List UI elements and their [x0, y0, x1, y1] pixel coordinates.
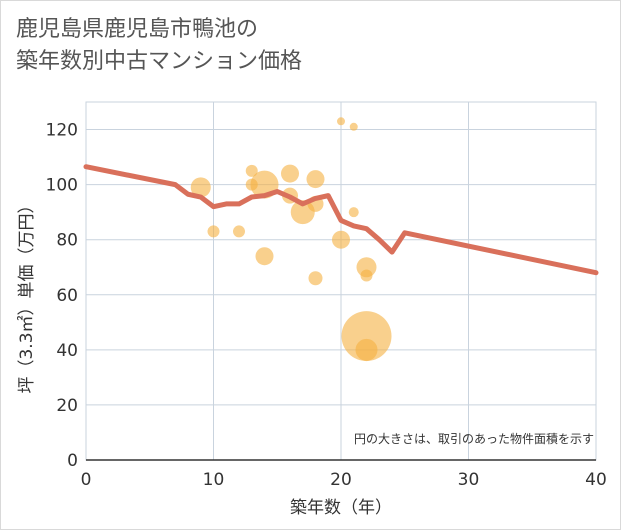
axes: 0 20 40 60 80 100 120 0 10 20 30 40: [46, 121, 607, 490]
bubble-point: [341, 311, 392, 362]
y-tick-label: 20: [56, 396, 78, 416]
x-tick-label: 20: [330, 470, 352, 490]
bubble-point: [349, 122, 358, 131]
y-tick-label: 0: [67, 451, 78, 471]
bubble-point: [207, 225, 220, 238]
bubble-point: [348, 207, 359, 218]
bubble-point: [306, 170, 325, 189]
chart-title: 鹿児島県鹿児島市鴨池の 築年数別中古マンション価格: [16, 17, 303, 74]
x-tick-label: 30: [458, 470, 480, 490]
bubble-point: [355, 338, 378, 361]
bubble-point: [245, 164, 258, 177]
y-axis-label: 坪（3.3㎡）単価（万円）: [17, 196, 37, 393]
x-tick-label: 0: [81, 470, 92, 490]
bubble-point: [337, 117, 345, 126]
x-tick-label: 40: [585, 470, 607, 490]
bubble-point: [308, 271, 323, 286]
y-tick-label: 60: [56, 286, 78, 306]
bubble-point: [190, 177, 211, 198]
y-tick-label: 100: [46, 176, 78, 196]
x-tick-label: 10: [203, 470, 225, 490]
x-axis-label: 築年数（年）: [290, 498, 392, 518]
bubble-point: [360, 269, 373, 282]
trend-line-group: [83, 164, 599, 276]
size-note: 円の大きさは、取引のあった物件面積を示す: [354, 431, 594, 446]
y-tick-label: 40: [56, 341, 78, 361]
bubble-point: [332, 230, 350, 249]
trend-line: [83, 164, 599, 276]
bubble-point: [255, 247, 274, 266]
bubbles: [190, 117, 392, 362]
bubble-point: [281, 164, 299, 183]
grid: [85, 101, 597, 461]
y-tick-label: 80: [56, 231, 78, 251]
y-tick-label: 120: [46, 121, 78, 141]
bubble-point: [233, 225, 245, 238]
